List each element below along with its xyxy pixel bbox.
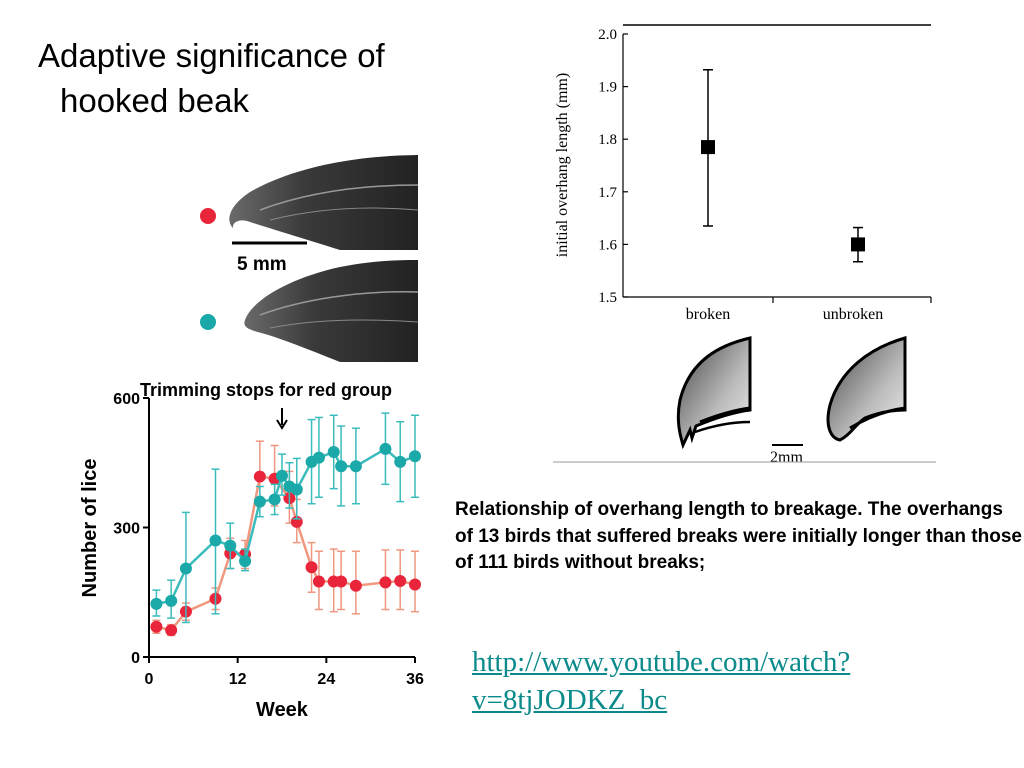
data-point bbox=[349, 579, 362, 592]
data-point bbox=[165, 594, 178, 607]
data-point bbox=[179, 562, 192, 575]
y-tick-label: 600 bbox=[113, 391, 140, 408]
overhang-length-chart: initial overhang length (mm) 1.5 1.6 1.7 1.… bbox=[554, 24, 932, 323]
series-1 bbox=[150, 412, 421, 624]
y-tick-label: 1.9 bbox=[598, 80, 617, 96]
series-0 bbox=[150, 440, 421, 637]
data-point bbox=[335, 575, 348, 588]
trimming-annotation: Trimming stops for red group bbox=[140, 380, 392, 400]
data-point bbox=[239, 555, 252, 568]
y-tick-label: 1.7 bbox=[598, 185, 617, 201]
y-tick-label: 2.0 bbox=[598, 27, 617, 43]
category-label-unbroken: unbroken bbox=[823, 306, 883, 323]
data-point bbox=[335, 460, 348, 473]
hooked-beak-photo bbox=[229, 155, 419, 250]
data-point bbox=[409, 450, 421, 463]
data-point bbox=[394, 575, 407, 588]
slide-title: Adaptive significance of hooked beak bbox=[38, 33, 478, 123]
y-tick-label: 1.8 bbox=[598, 132, 617, 148]
y-axis-label: initial overhang length (mm) bbox=[554, 73, 571, 257]
data-point bbox=[150, 597, 163, 610]
y-tick-label: 0 bbox=[131, 650, 140, 667]
data-point bbox=[379, 442, 392, 455]
youtube-link[interactable]: http://www.youtube.com/watch?v=8tjJODKZ_… bbox=[472, 646, 851, 716]
scale-label-5mm: 5 mm bbox=[237, 254, 287, 275]
data-point bbox=[165, 624, 178, 637]
slide-title-line1: Adaptive significance of bbox=[38, 37, 385, 74]
data-point bbox=[253, 495, 266, 508]
y-tick-label: 1.5 bbox=[598, 290, 617, 306]
data-point bbox=[305, 561, 318, 574]
annotation-arrow-head bbox=[276, 419, 288, 430]
x-axis-label: Week bbox=[256, 699, 309, 721]
figure-caption: Relationship of overhang length to break… bbox=[455, 499, 1022, 573]
data-point bbox=[312, 451, 325, 464]
data-point-broken bbox=[701, 140, 715, 155]
data-point bbox=[379, 576, 392, 589]
scale-label-2mm: 2mm bbox=[770, 449, 803, 465]
y-tick-label: 300 bbox=[113, 521, 140, 538]
trimmed-beak-photo bbox=[244, 260, 419, 362]
beak-photos-figure: 5 mm bbox=[200, 155, 419, 362]
y-tick-label: 1.6 bbox=[598, 237, 617, 253]
data-point bbox=[327, 445, 340, 458]
data-point bbox=[409, 578, 421, 591]
data-point bbox=[150, 620, 163, 633]
beak-drawings-figure: 2mm bbox=[553, 336, 936, 465]
x-tick-label: 24 bbox=[317, 671, 335, 688]
x-tick-label: 0 bbox=[145, 671, 154, 688]
data-point bbox=[209, 534, 222, 547]
red-group-marker bbox=[200, 208, 216, 224]
teal-group-marker bbox=[200, 314, 216, 330]
x-tick-label: 12 bbox=[229, 671, 247, 688]
data-point bbox=[253, 470, 266, 483]
data-point bbox=[268, 493, 281, 506]
data-point bbox=[349, 460, 362, 473]
x-tick-label: 36 bbox=[406, 671, 424, 688]
lice-count-chart: Trimming stops for red group Number of l… bbox=[79, 380, 424, 721]
data-point bbox=[276, 469, 288, 482]
unbroken-beak-drawing bbox=[826, 336, 907, 442]
data-point bbox=[224, 539, 237, 552]
data-point-unbroken bbox=[851, 237, 865, 252]
data-point bbox=[312, 575, 325, 588]
data-point bbox=[394, 455, 407, 468]
category-label-broken: broken bbox=[686, 306, 730, 323]
broken-beak-drawing bbox=[676, 336, 752, 450]
data-point bbox=[290, 483, 303, 496]
slide-title-line2: hooked beak bbox=[60, 82, 249, 119]
y-axis-label: Number of lice bbox=[79, 459, 101, 598]
